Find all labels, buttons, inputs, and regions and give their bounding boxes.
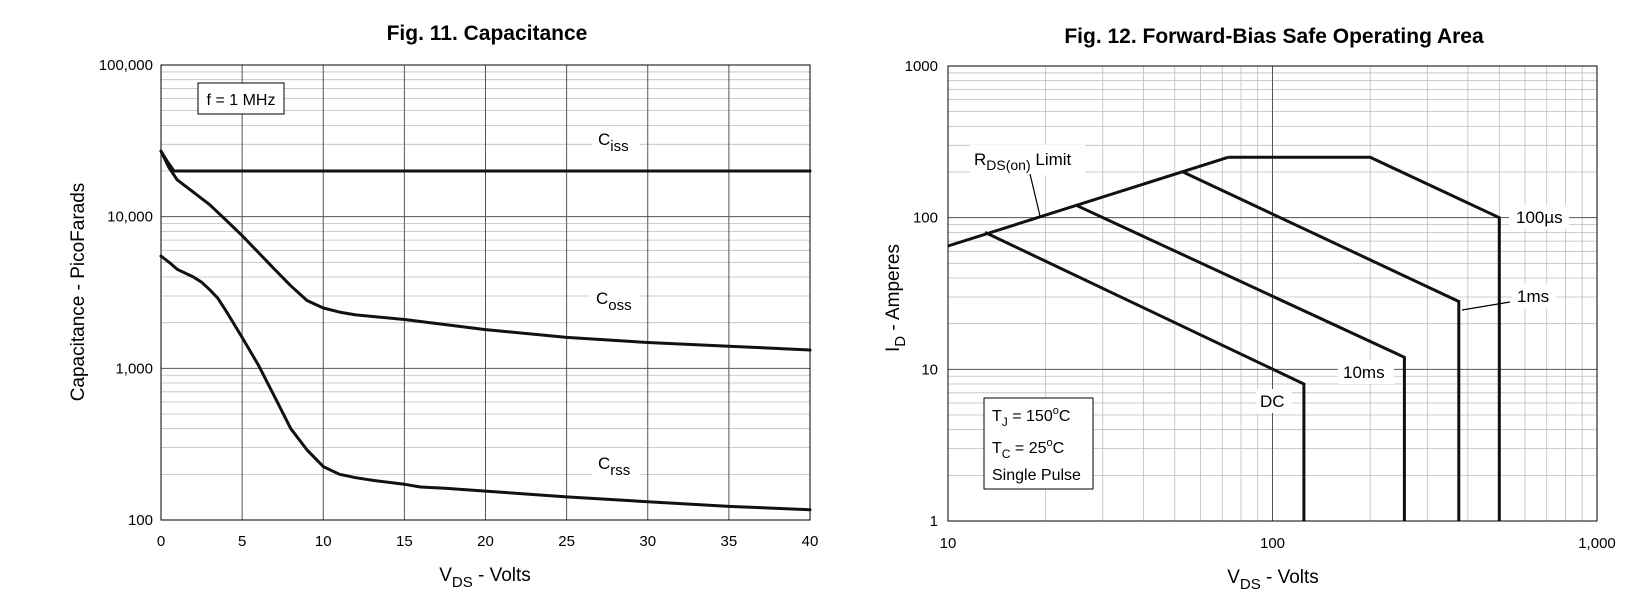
fig11-x-tick-label: 20 <box>477 533 494 550</box>
fig11-chart: Fig. 11. Capacitance 1001,00010,000100,0… <box>68 22 818 591</box>
fig11-ticks: 100 1,000 10,000 100,000 0 5 10 15 20 25 30 35 40 <box>99 57 819 550</box>
label-100us-bg <box>1509 205 1569 229</box>
fig12-x-tick-label: 100 <box>1260 535 1285 552</box>
fig12-plot-frame <box>947 65 1598 522</box>
fig11-x-tick-label: 15 <box>396 533 413 550</box>
label-10ms: 10ms <box>1343 363 1385 382</box>
tj-note: TJ = 150oC <box>992 405 1070 429</box>
soa-curve-rds-on-limit <box>947 155 1229 248</box>
rds-limit-label: RDS(on) Limit <box>974 150 1072 173</box>
fig12-series <box>947 155 1501 521</box>
fig11-x-tick-label: 40 <box>802 533 819 550</box>
crss-label-bg <box>592 453 640 483</box>
fig11-x-tick-label: 5 <box>238 533 246 550</box>
fig12-x-tick-label: 10 <box>940 535 957 552</box>
soa-curve-10ms <box>1076 204 1406 521</box>
fig12-title: Fig. 12. Forward-Bias Safe Operating Are… <box>1064 25 1484 48</box>
ciss-label: Ciss <box>598 130 629 155</box>
coss-label: Coss <box>596 289 632 314</box>
fig12-conditions-box <box>983 397 1094 490</box>
fig11-x-tick-label: 35 <box>721 533 738 550</box>
soa-curve-1ms <box>1182 170 1461 521</box>
fig11-plot-frame <box>160 64 811 521</box>
fig12-x-axis-label: VDS - Volts <box>1227 567 1319 593</box>
soa-curve-100-s <box>1228 155 1501 521</box>
fig11-y-tick-label: 100 <box>128 512 153 529</box>
label-1ms: 1ms <box>1517 287 1549 306</box>
fig11-y-tick-label: 10,000 <box>107 209 153 226</box>
label-1ms-pointer <box>1461 301 1511 311</box>
label-100us: 100µs <box>1516 208 1563 227</box>
coss-curve <box>159 149 812 352</box>
fig11-x-tick-label: 10 <box>315 533 332 550</box>
fig12-y-tick-label: 1 <box>930 513 938 530</box>
label-1ms-bg <box>1512 284 1556 308</box>
fig11-title: Fig. 11. Capacitance <box>387 22 588 45</box>
fig12-y-tick-label: 1000 <box>905 58 938 75</box>
fig11-x-tick-label: 25 <box>558 533 575 550</box>
rds-limit-pointer <box>1029 173 1041 217</box>
coss-label-bg <box>590 288 640 318</box>
fig11-note-box <box>197 82 285 115</box>
crss-curve <box>159 254 812 512</box>
tc-note: TC = 25oC <box>992 437 1064 461</box>
fig11-series <box>159 149 812 512</box>
label-dc: DC <box>1260 392 1285 411</box>
fig11-grid <box>160 64 811 521</box>
label-dc-bg <box>1256 389 1292 413</box>
rds-label-bg <box>970 145 1085 175</box>
fig12-y-axis-label: ID - Amperes <box>883 244 909 352</box>
fig12-x-tick-label: 1,000 <box>1578 535 1616 552</box>
ciss-label-bg <box>592 128 640 158</box>
soa-curve-dc <box>984 231 1306 521</box>
fig11-y-axis-label: Capacitance - PicoFarads <box>68 183 89 402</box>
single-pulse-note: Single Pulse <box>992 467 1081 484</box>
fig11-y-tick-label: 100,000 <box>99 57 153 74</box>
fig11-x-tick-label: 30 <box>639 533 656 550</box>
crss-label: Crss <box>598 454 630 479</box>
fig11-x-axis-label: VDS - Volts <box>439 565 531 591</box>
fig12-y-tick-label: 100 <box>913 210 938 227</box>
fig12-y-tick-label: 10 <box>921 361 938 378</box>
fig11-x-tick-label: 0 <box>157 533 165 550</box>
label-10ms-bg <box>1338 360 1394 384</box>
fig11-note: f = 1 MHz <box>207 92 276 109</box>
fig12-chart: Fig. 12. Forward-Bias Safe Operating Are… <box>883 25 1616 593</box>
fig11-y-tick-label: 1,000 <box>115 360 153 377</box>
